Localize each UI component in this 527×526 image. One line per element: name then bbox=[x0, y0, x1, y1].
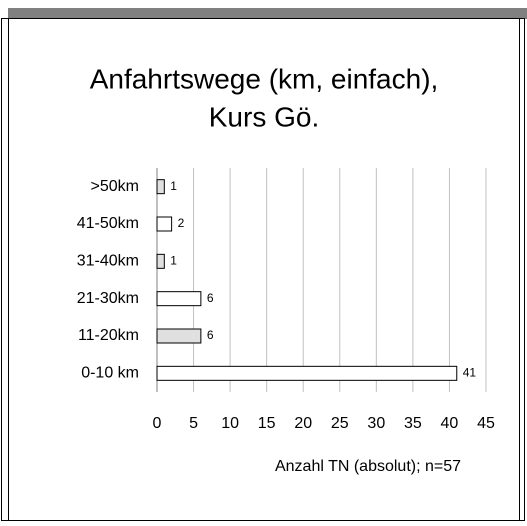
bar bbox=[156, 216, 173, 232]
bar bbox=[156, 365, 458, 381]
chart-title: Kurs Gö. bbox=[209, 101, 319, 132]
x-tick-label: 20 bbox=[294, 415, 312, 432]
x-axis-title: Anzahl TN (absolut); n=57 bbox=[275, 458, 461, 475]
x-tick-label: 5 bbox=[189, 415, 198, 432]
x-tick-label: 30 bbox=[367, 415, 385, 432]
data-label: 2 bbox=[178, 216, 185, 230]
data-label: 41 bbox=[463, 366, 477, 380]
y-tick-label: 41-50km bbox=[77, 215, 139, 232]
top-bar bbox=[8, 8, 527, 19]
x-tick-label: 40 bbox=[441, 415, 459, 432]
data-label: 6 bbox=[207, 291, 214, 305]
frame bbox=[1, 18, 525, 521]
y-tick-label: 31-40km bbox=[77, 253, 139, 270]
y-tick-label: 0-10 km bbox=[81, 365, 139, 382]
x-tick-label: 45 bbox=[477, 415, 495, 432]
bar bbox=[156, 291, 202, 307]
bar bbox=[156, 179, 165, 195]
x-tick-label: 15 bbox=[258, 415, 276, 432]
y-tick-label: >50km bbox=[91, 178, 139, 195]
y-tick-label: 21-30km bbox=[77, 290, 139, 307]
bar bbox=[156, 253, 165, 269]
bar bbox=[156, 328, 202, 344]
x-tick-label: 0 bbox=[153, 415, 162, 432]
data-label: 6 bbox=[207, 328, 214, 342]
data-label: 1 bbox=[170, 179, 177, 193]
y-tick-label: 11-20km bbox=[78, 327, 139, 344]
x-tick-label: 35 bbox=[404, 415, 422, 432]
chart-title: Anfahrtswege (km, einfach), bbox=[90, 63, 439, 94]
data-label: 1 bbox=[170, 254, 177, 268]
x-tick-label: 25 bbox=[331, 415, 349, 432]
x-tick-label: 10 bbox=[221, 415, 239, 432]
